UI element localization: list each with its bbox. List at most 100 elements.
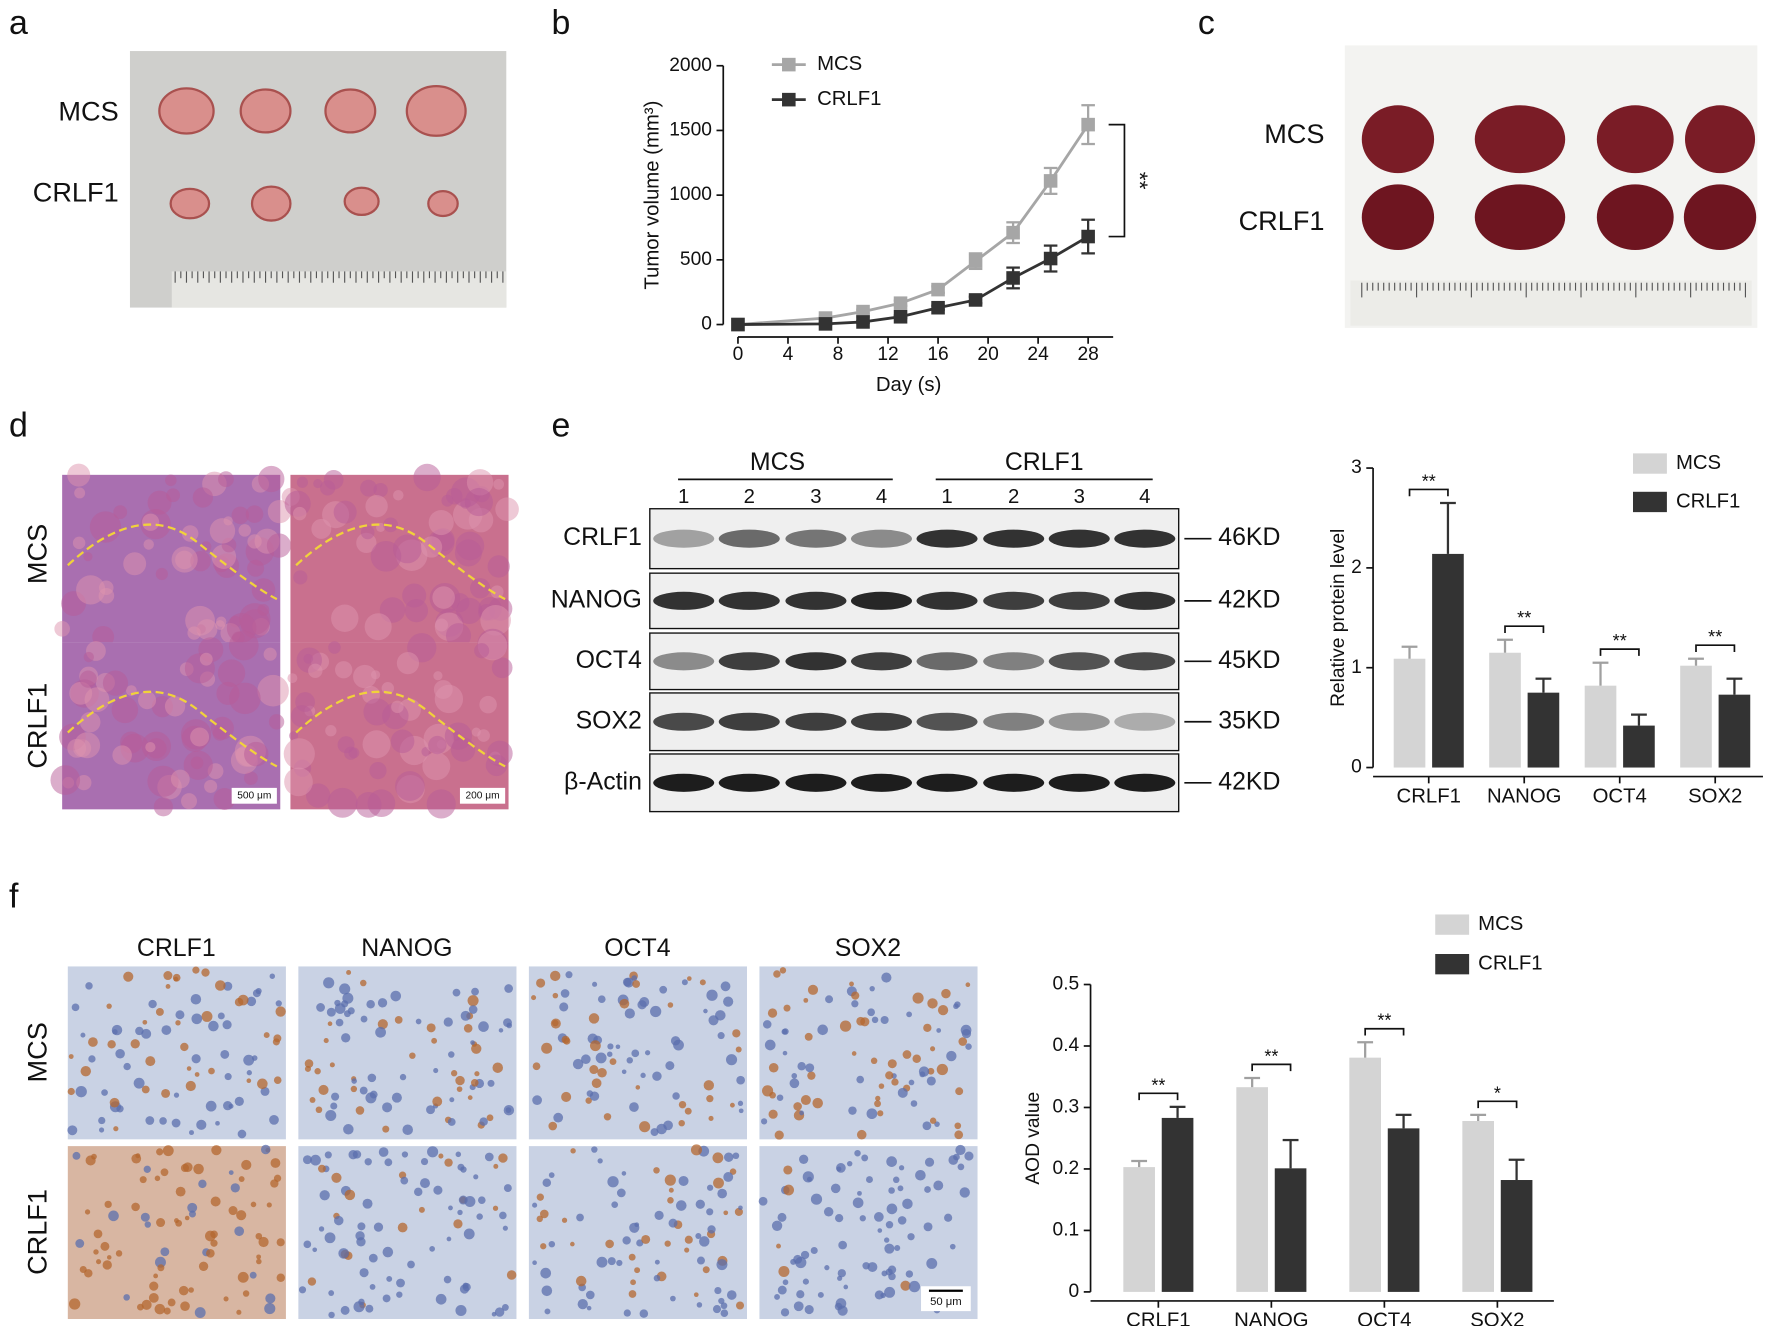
bar xyxy=(1718,694,1751,768)
cell xyxy=(477,1196,486,1204)
legend-swatch xyxy=(1435,914,1470,935)
cell xyxy=(246,1078,252,1084)
cell xyxy=(884,1243,895,1254)
tissue xyxy=(390,729,415,754)
cell xyxy=(668,1187,674,1193)
tissue xyxy=(141,731,172,761)
band xyxy=(1114,652,1176,671)
cell xyxy=(873,1212,884,1222)
cell xyxy=(154,1256,166,1268)
marker xyxy=(968,293,983,307)
significance-bracket xyxy=(1251,1063,1292,1072)
cell xyxy=(159,1117,167,1125)
cell xyxy=(687,976,692,981)
cell xyxy=(706,989,718,1001)
cell xyxy=(252,989,261,998)
tumor-outline xyxy=(295,690,506,768)
cell xyxy=(676,1200,687,1211)
cell xyxy=(243,1054,255,1066)
cell xyxy=(251,1055,258,1061)
cell xyxy=(455,1151,462,1158)
tissue xyxy=(373,482,388,498)
cell xyxy=(888,1272,896,1281)
tissue xyxy=(306,783,331,808)
cell xyxy=(107,1040,116,1049)
cell xyxy=(426,1105,435,1115)
cell xyxy=(575,1275,587,1287)
cell xyxy=(503,1184,512,1193)
cell xyxy=(360,1015,368,1023)
scale-box xyxy=(459,787,506,804)
cell xyxy=(871,1016,879,1024)
cell xyxy=(208,1020,219,1032)
tissue xyxy=(76,775,92,791)
tissue xyxy=(143,539,154,550)
cell xyxy=(870,1057,878,1065)
cell xyxy=(877,1228,883,1233)
cell xyxy=(892,1176,900,1184)
cell xyxy=(780,1308,790,1317)
tissue xyxy=(166,488,181,503)
cell xyxy=(586,1090,594,1097)
tissue xyxy=(367,789,396,818)
y-axis-label: Relative protein level xyxy=(1328,529,1349,707)
cell xyxy=(548,1121,558,1131)
significance-bracket xyxy=(1477,1100,1518,1109)
cell xyxy=(375,1026,386,1038)
tumor-outline xyxy=(295,523,506,601)
band xyxy=(850,773,912,792)
band xyxy=(983,591,1045,610)
cell xyxy=(266,1202,272,1208)
cell xyxy=(498,1153,508,1163)
x-tick-label: NANOG xyxy=(1234,1310,1309,1326)
cell xyxy=(276,1238,285,1247)
cell xyxy=(817,1024,828,1036)
cell xyxy=(236,1210,247,1221)
tissue xyxy=(413,463,441,492)
scale-bar-label: 200 μm xyxy=(466,790,500,801)
cell xyxy=(777,1212,787,1222)
cell xyxy=(924,1186,931,1193)
cell xyxy=(684,1235,693,1244)
cell xyxy=(142,1019,148,1025)
cell xyxy=(143,1165,151,1173)
cell xyxy=(80,1065,92,1077)
marker xyxy=(931,300,945,315)
cell xyxy=(377,998,388,1008)
cell xyxy=(276,1273,285,1282)
cell xyxy=(807,1071,816,1080)
cell xyxy=(862,1262,870,1270)
cell xyxy=(192,966,200,974)
cell xyxy=(75,1239,85,1248)
significance-bracket xyxy=(1599,648,1640,656)
cell xyxy=(933,1180,944,1191)
cell xyxy=(88,1055,96,1063)
cell xyxy=(418,1206,425,1213)
cell xyxy=(108,1210,119,1222)
cell xyxy=(577,1299,588,1310)
bar xyxy=(1349,1057,1381,1292)
y-tick-label: 3 xyxy=(1351,457,1362,478)
cell xyxy=(413,1187,423,1197)
cell xyxy=(69,1298,81,1310)
tissue xyxy=(363,698,391,726)
tissue xyxy=(102,670,129,696)
significance-label: ** xyxy=(1422,471,1436,491)
cell xyxy=(220,1049,230,1059)
cell xyxy=(324,1232,336,1244)
tissue xyxy=(491,657,513,679)
cell xyxy=(936,1063,948,1076)
band xyxy=(1114,529,1176,548)
cell xyxy=(499,1211,507,1220)
cell xyxy=(165,984,171,989)
scale-bar-label: 50 μm xyxy=(930,1296,962,1308)
y-axis-label: AOD value xyxy=(1023,1092,1044,1185)
row-label: MCS xyxy=(22,1022,53,1082)
cell xyxy=(471,1043,482,1054)
band xyxy=(1048,591,1110,610)
cell xyxy=(377,1019,388,1030)
cell xyxy=(961,1028,972,1039)
cell xyxy=(866,1108,878,1120)
tissue xyxy=(362,730,391,759)
cell xyxy=(910,1100,918,1107)
